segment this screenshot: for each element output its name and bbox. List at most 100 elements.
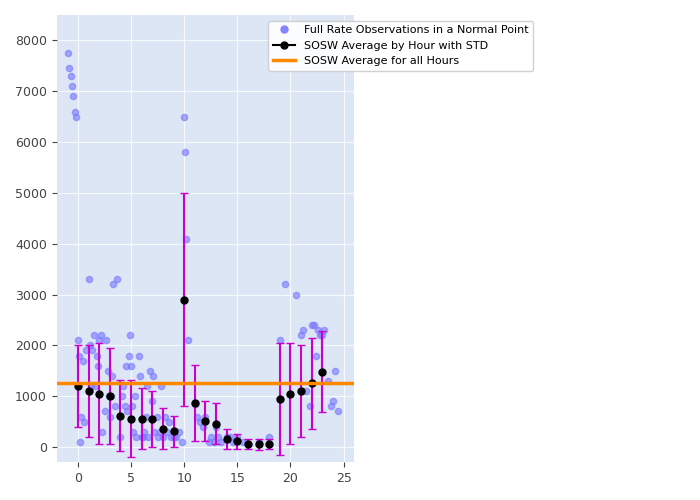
Point xyxy=(312,326,323,334)
Point xyxy=(189,400,200,408)
Point xyxy=(88,331,99,339)
Point xyxy=(69,108,80,116)
Point xyxy=(148,372,159,380)
Point xyxy=(78,356,89,364)
Point xyxy=(134,372,145,380)
Point xyxy=(180,148,191,156)
Point xyxy=(152,433,163,441)
Point xyxy=(170,433,181,441)
Point xyxy=(176,438,188,446)
Point xyxy=(74,438,85,446)
Point xyxy=(279,280,290,288)
Point xyxy=(78,418,90,426)
Point xyxy=(64,64,75,72)
Point xyxy=(224,433,235,441)
Point xyxy=(131,433,142,441)
Point xyxy=(197,422,209,430)
Point xyxy=(232,433,243,441)
Point xyxy=(304,402,315,410)
Point xyxy=(295,331,307,339)
Point xyxy=(253,438,264,446)
Point xyxy=(183,336,194,344)
Point xyxy=(81,346,92,354)
Point xyxy=(326,402,337,410)
Point xyxy=(110,402,121,410)
Point xyxy=(264,433,275,441)
Point xyxy=(149,428,160,436)
Point xyxy=(200,412,211,420)
Point xyxy=(147,398,158,406)
Point xyxy=(119,402,130,410)
Point xyxy=(105,392,116,400)
Point xyxy=(213,433,224,441)
Point xyxy=(70,112,81,120)
Point xyxy=(301,387,312,395)
Point xyxy=(228,438,239,446)
Point xyxy=(154,428,165,436)
Point xyxy=(92,352,103,360)
Point xyxy=(143,433,154,441)
Point xyxy=(90,382,101,390)
Point xyxy=(158,433,169,441)
Point xyxy=(123,352,134,360)
Point xyxy=(160,412,171,420)
Point xyxy=(121,408,132,416)
Point xyxy=(84,342,95,349)
Point xyxy=(168,433,179,441)
Point xyxy=(181,234,192,242)
Point xyxy=(106,372,118,380)
Point xyxy=(332,408,344,416)
Point xyxy=(92,362,104,370)
Point xyxy=(115,433,126,441)
Point xyxy=(102,367,113,375)
Point xyxy=(166,433,177,441)
Point xyxy=(117,382,128,390)
Point xyxy=(290,290,302,298)
Point xyxy=(209,438,220,446)
Point xyxy=(221,433,232,441)
Point xyxy=(306,321,317,329)
Point xyxy=(96,331,107,339)
Point xyxy=(203,438,214,446)
Point xyxy=(72,336,83,344)
Point xyxy=(127,428,139,436)
Point xyxy=(141,412,152,420)
Point xyxy=(141,382,153,390)
Point xyxy=(127,402,138,410)
Point xyxy=(155,382,167,390)
Point xyxy=(328,398,339,406)
Point xyxy=(151,412,162,420)
Point xyxy=(100,336,111,344)
Point xyxy=(205,433,216,441)
Point xyxy=(85,382,97,390)
Point xyxy=(97,428,108,436)
Point xyxy=(107,280,118,288)
Point xyxy=(330,367,341,375)
Point xyxy=(310,352,321,360)
Point xyxy=(83,276,94,283)
Point xyxy=(65,72,76,80)
Point xyxy=(130,392,141,400)
Point xyxy=(274,336,286,344)
Point xyxy=(76,412,87,420)
Point xyxy=(116,392,127,400)
Point xyxy=(178,112,190,120)
Point xyxy=(103,392,114,400)
Point xyxy=(145,367,156,375)
Point xyxy=(162,428,173,436)
Point xyxy=(138,428,149,436)
Point xyxy=(94,336,105,344)
Point xyxy=(66,82,77,90)
Point xyxy=(67,92,78,100)
Point xyxy=(63,49,74,57)
Legend: Full Rate Observations in a Normal Point, SOSW Average by Hour with STD, SOSW Av: Full Rate Observations in a Normal Point… xyxy=(269,20,533,70)
Point xyxy=(125,331,136,339)
Point xyxy=(137,433,148,441)
Point xyxy=(99,408,110,416)
Point xyxy=(86,346,97,354)
Point xyxy=(211,422,222,430)
Point xyxy=(104,412,116,420)
Point xyxy=(314,331,326,339)
Point xyxy=(237,438,248,446)
Point xyxy=(191,412,202,420)
